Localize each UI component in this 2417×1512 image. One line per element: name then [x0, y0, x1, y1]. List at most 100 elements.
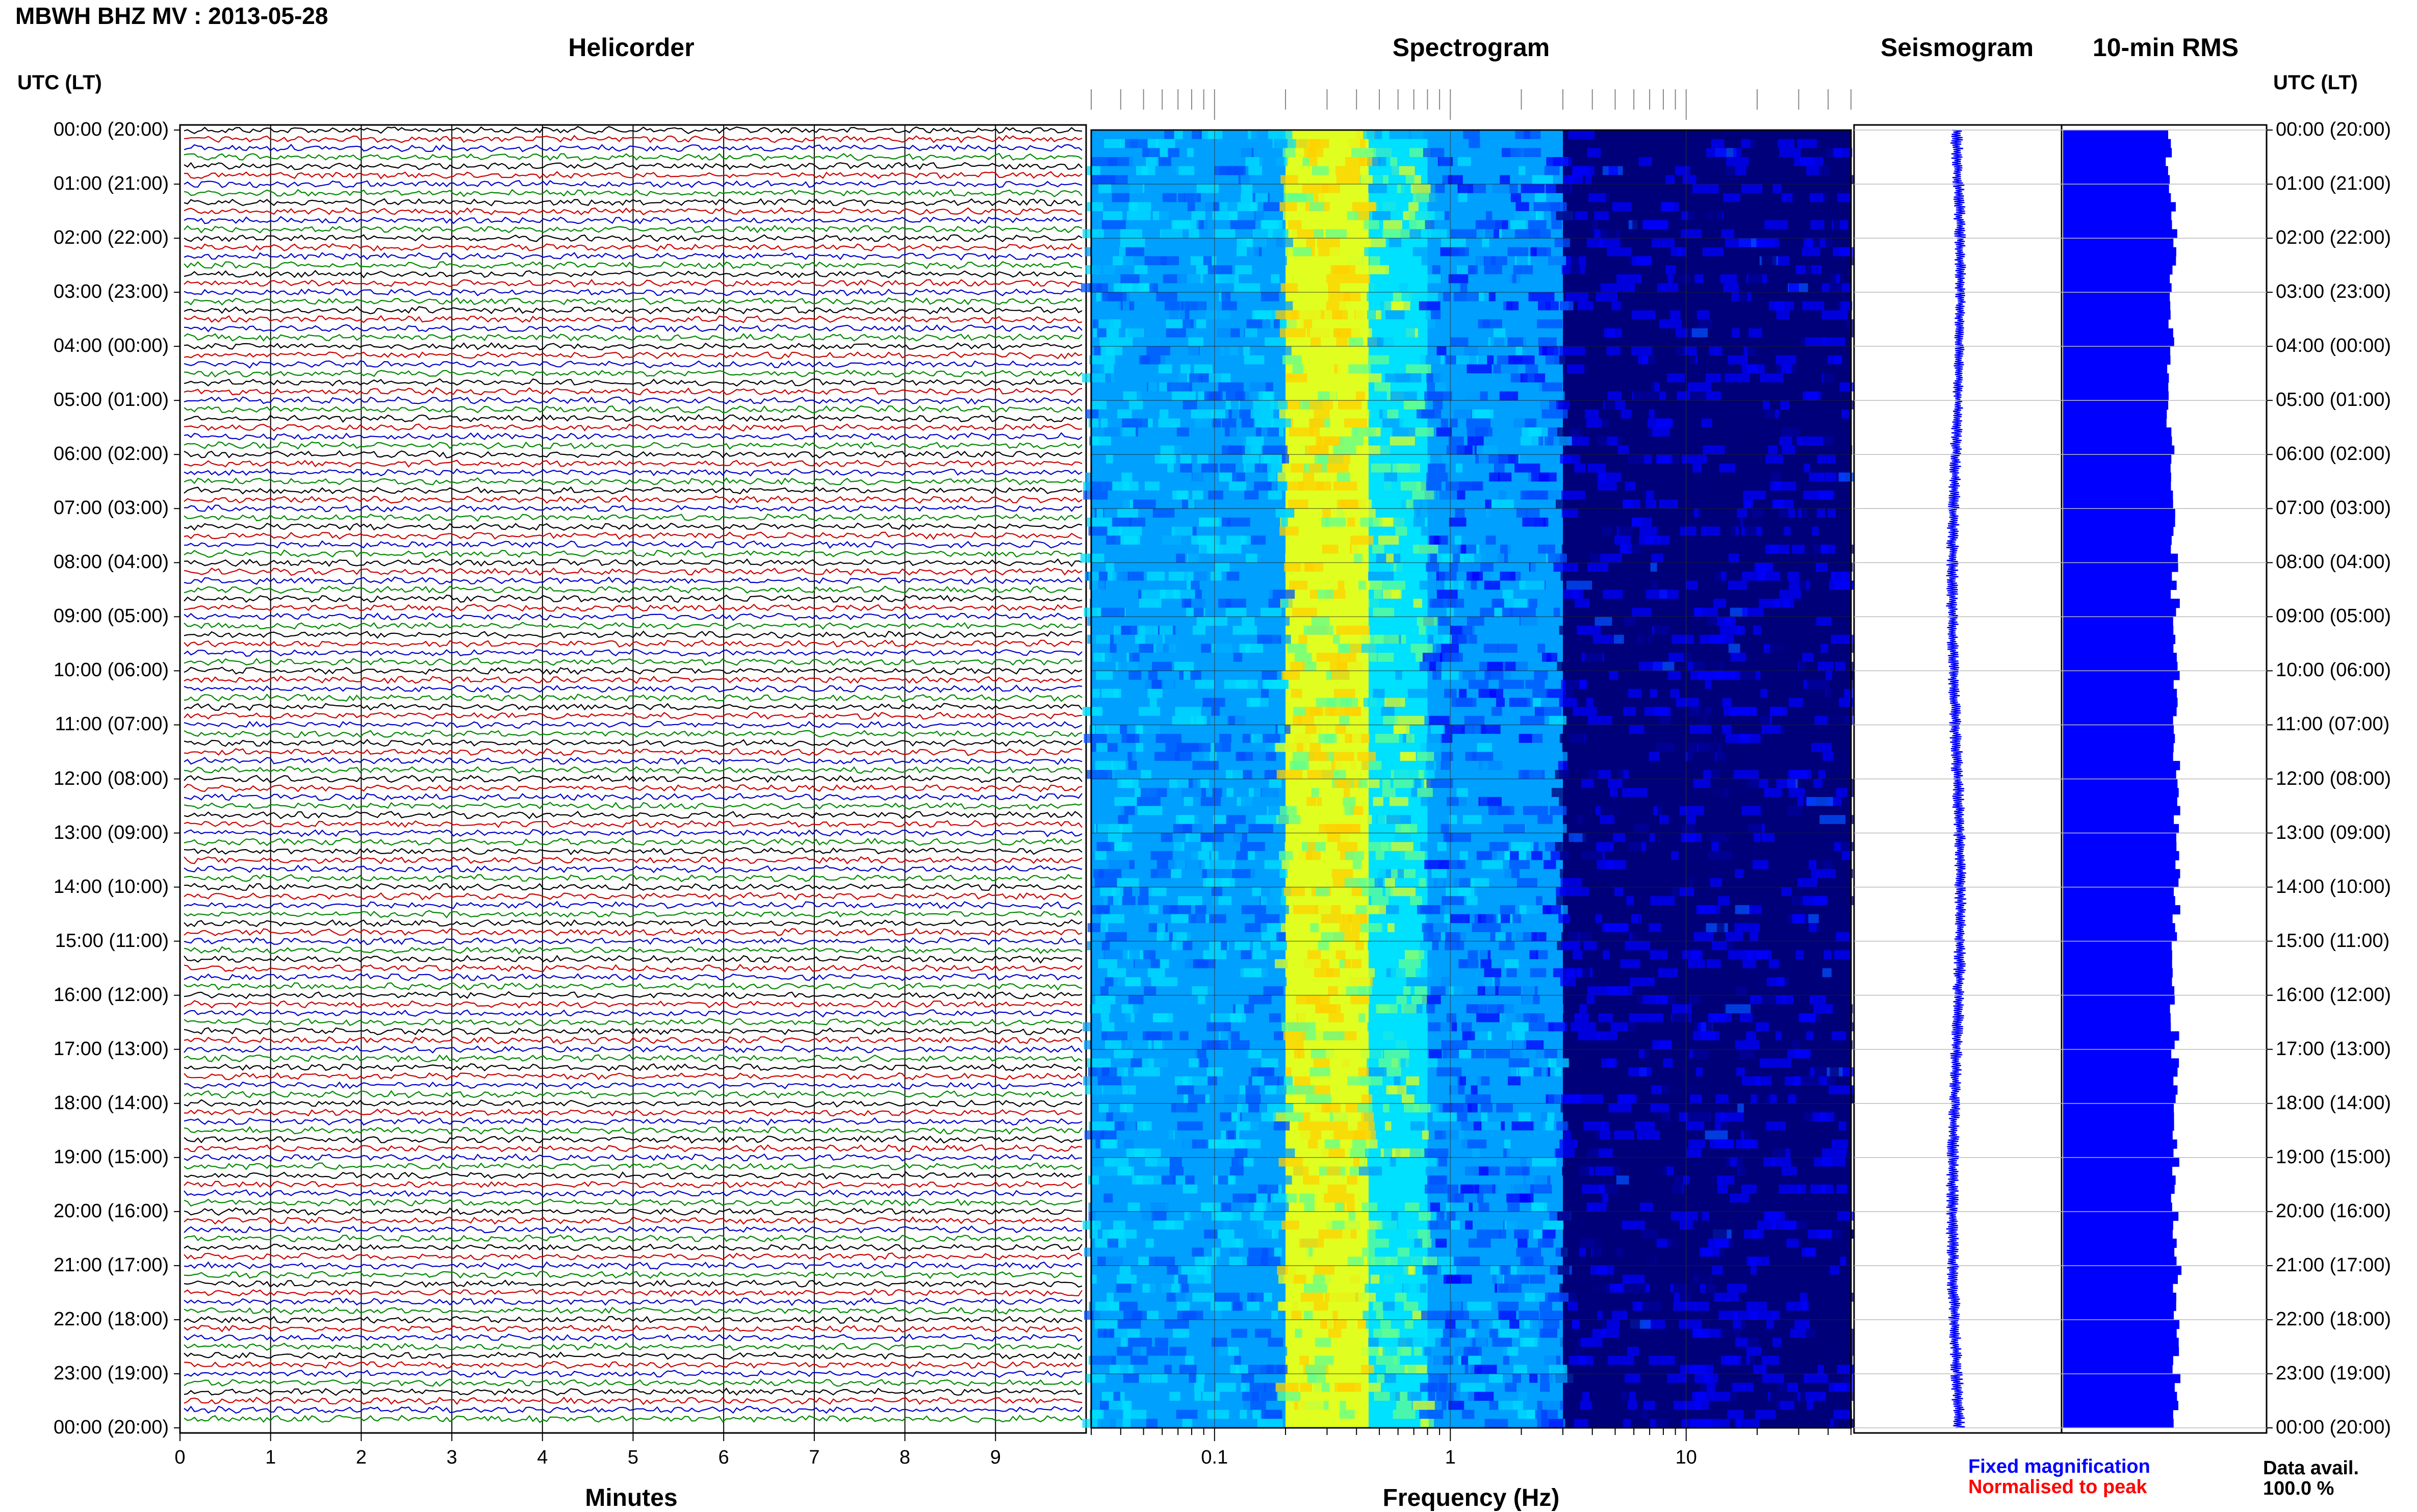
- spectrogram-cell: [1504, 1139, 1511, 1148]
- spectrogram-cell: [1651, 1104, 1669, 1113]
- spectrogram-cell: [1250, 698, 1260, 707]
- spectrogram-cell: [1457, 247, 1465, 257]
- spectrogram-cell: [1331, 671, 1349, 680]
- spectrogram-cell: [1296, 1085, 1315, 1094]
- spectrogram-cell: [1230, 220, 1255, 229]
- spectrogram-cell: [1745, 527, 1756, 536]
- spectrogram-cell: [1482, 238, 1489, 247]
- spectrogram-cell: [1686, 1121, 1704, 1131]
- spectrogram-cell: [1579, 1085, 1588, 1094]
- spectrogram-cell: [1646, 599, 1660, 608]
- spectrogram-cell: [1389, 238, 1401, 247]
- spectrogram-cell: [1530, 968, 1547, 978]
- spectrogram-cell: [1827, 1077, 1841, 1086]
- spectrogram-cell: [1749, 328, 1762, 338]
- spectrogram-cell: [1527, 238, 1535, 247]
- spectrogram-cell: [1627, 365, 1644, 374]
- spectrogram-cell: [1708, 1013, 1719, 1022]
- spectrogram-cell: [1535, 193, 1546, 202]
- spectrogram-cell: [1369, 283, 1382, 292]
- spectrogram-cell: [1390, 437, 1415, 446]
- spectrogram-cell: [1153, 1013, 1168, 1022]
- spectrogram-cell: [1646, 500, 1657, 509]
- spectrogram-cell: [1208, 400, 1217, 409]
- spectrogram-cell: [1387, 923, 1395, 932]
- spectrogram-cell: [1511, 842, 1533, 851]
- spectrogram-cell: [1504, 1158, 1530, 1167]
- spectrogram-cell: [1652, 1193, 1671, 1202]
- spectrogram-cell: [1760, 373, 1784, 382]
- spectrogram-cell: [1521, 1193, 1530, 1202]
- spectrogram-cell: [1397, 283, 1411, 292]
- spectrogram-cell: [1176, 157, 1189, 166]
- spectrogram-cell: [1308, 752, 1329, 761]
- spectrogram-cell: [1194, 365, 1213, 374]
- spectrogram-cell: [1191, 409, 1213, 419]
- spectrogram-cell: [1248, 545, 1259, 554]
- spectrogram-cell: [1420, 581, 1440, 590]
- spectrogram-cell: [1315, 1077, 1335, 1086]
- spectrogram-cell: [1118, 815, 1128, 824]
- spectrogram-cell: [1776, 392, 1788, 401]
- spectrogram-cell: [1705, 1004, 1726, 1013]
- spectrogram-cell: [1338, 581, 1345, 590]
- spectrogram-cell: [1598, 346, 1607, 355]
- spectrogram-cell: [1171, 914, 1191, 924]
- spectrogram-cell: [1137, 392, 1158, 401]
- spectrogram-cell: [1512, 1185, 1530, 1194]
- spectrogram-cell: [1499, 274, 1510, 284]
- spectrogram-cell: [1215, 166, 1231, 175]
- spectrogram-cell: [1452, 373, 1471, 382]
- spectrogram-cell: [1475, 1031, 1491, 1040]
- spectrogram-cell: [1449, 518, 1467, 527]
- spectrogram-cell: [1728, 581, 1747, 590]
- spectrogram-cell: [1160, 229, 1182, 238]
- spectrogram-cell: [1298, 265, 1324, 274]
- spectrogram-cell: [1368, 572, 1394, 581]
- spectrogram-cell: [1089, 355, 1115, 365]
- spectrogram-cell: [1377, 626, 1398, 635]
- spectrogram-cell: [1777, 310, 1790, 319]
- spectrogram-cell: [1598, 1139, 1606, 1148]
- spectrogram-cell: [1735, 1040, 1760, 1049]
- spectrogram-cell: [1309, 427, 1320, 437]
- spectrogram-cell: [1303, 743, 1310, 752]
- spectrogram-cell: [1793, 1175, 1810, 1185]
- spectrogram-cell: [1435, 256, 1450, 265]
- spectrogram-cell: [1245, 392, 1259, 401]
- spectrogram-cell: [1784, 977, 1796, 986]
- spectrogram-cell: [1582, 1185, 1606, 1194]
- spectrogram-cell: [1119, 500, 1129, 509]
- spectrogram-cell: [1268, 238, 1293, 247]
- spectrogram-cell: [1121, 473, 1132, 482]
- spectrogram-cell: [1702, 419, 1712, 428]
- spectrogram-cell: [1414, 508, 1421, 518]
- spectrogram-cell: [1507, 1031, 1525, 1040]
- spectrogram-cell: [1250, 1121, 1264, 1131]
- spectrogram-cell: [1098, 184, 1111, 193]
- spectrogram-cell: [1602, 1193, 1608, 1202]
- spectrogram-cell: [1591, 779, 1606, 788]
- spectrogram-cell: [1328, 1185, 1347, 1194]
- spectrogram-cell: [1173, 220, 1196, 229]
- spectrogram-cell: [1684, 653, 1704, 662]
- spectrogram-cell: [1608, 229, 1619, 238]
- spectrogram-cell: [1704, 427, 1721, 437]
- spectrogram-cell: [1452, 1175, 1473, 1185]
- spectrogram-cell: [1532, 175, 1553, 184]
- spectrogram-cell: [1519, 166, 1526, 175]
- spectrogram-cell: [1476, 220, 1502, 229]
- spectrogram-cell: [1662, 202, 1674, 211]
- spectrogram-cell: [1686, 581, 1698, 590]
- spectrogram-cell: [1752, 662, 1773, 671]
- spectrogram-cell: [1478, 319, 1490, 328]
- spectrogram-cell: [1379, 1058, 1401, 1067]
- spectrogram-cell: [1084, 734, 1107, 743]
- spectrogram-cell: [1832, 572, 1846, 581]
- spectrogram-cell: [1764, 788, 1783, 797]
- spectrogram-cell: [1251, 986, 1262, 995]
- spectrogram-cell: [1300, 959, 1321, 968]
- spectrogram-cell: [1401, 824, 1417, 833]
- spectrogram-cell: [1681, 229, 1702, 238]
- spectrogram-cell: [1373, 770, 1387, 779]
